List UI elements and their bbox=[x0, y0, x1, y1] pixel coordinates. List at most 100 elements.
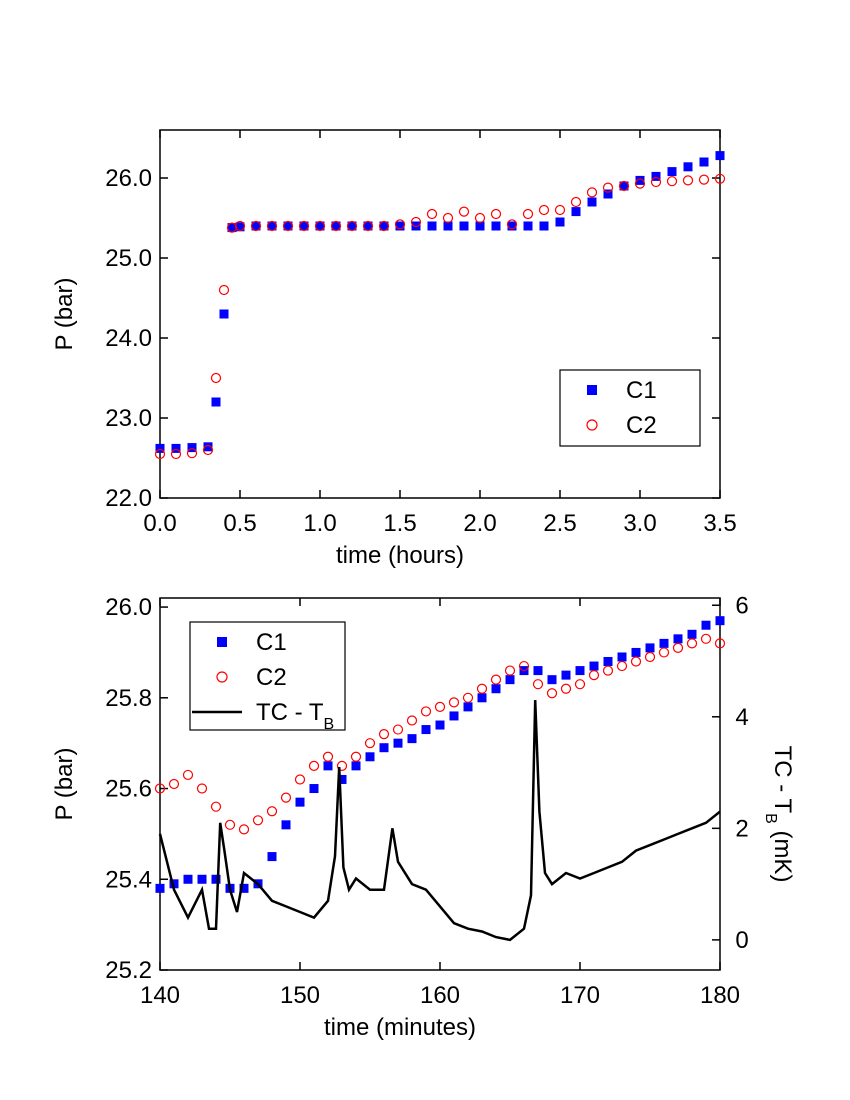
circle-marker bbox=[210, 372, 222, 384]
circle-marker bbox=[394, 219, 406, 230]
circle-marker bbox=[476, 683, 488, 694]
circle-marker bbox=[546, 688, 558, 699]
square-marker bbox=[667, 167, 677, 177]
circle-marker bbox=[308, 760, 320, 771]
square-marker bbox=[363, 221, 373, 231]
circle-marker bbox=[634, 178, 646, 189]
square-marker bbox=[575, 666, 585, 676]
square-marker bbox=[283, 221, 293, 231]
circle-marker bbox=[586, 187, 598, 198]
square-marker bbox=[683, 162, 693, 172]
square-marker bbox=[169, 879, 179, 889]
circle-marker bbox=[490, 208, 502, 220]
square-marker bbox=[533, 666, 543, 676]
square-marker bbox=[347, 221, 357, 231]
circle-marker bbox=[700, 633, 712, 644]
legend: C1 C2 TC - TB bbox=[189, 621, 346, 733]
square-marker bbox=[443, 221, 453, 231]
circle-marker bbox=[406, 715, 418, 726]
circle-marker bbox=[442, 212, 454, 224]
circle-marker bbox=[714, 638, 726, 649]
y2-axis-label-main: TC - T bbox=[769, 746, 796, 814]
y-tick-label: 26.0 bbox=[105, 594, 152, 621]
legend-label: C1 bbox=[256, 629, 287, 656]
circle-marker bbox=[392, 724, 404, 735]
circle-marker bbox=[650, 176, 662, 188]
circle-marker bbox=[658, 647, 670, 658]
circle-marker bbox=[504, 665, 516, 676]
x-tick-label: 2.5 bbox=[543, 510, 576, 537]
square-marker bbox=[619, 181, 629, 191]
y-tick-label: 25.6 bbox=[105, 776, 152, 803]
circle-marker bbox=[506, 219, 518, 230]
y-tick-label: 24.0 bbox=[105, 325, 152, 352]
circle-marker bbox=[182, 769, 194, 781]
square-marker bbox=[315, 221, 325, 231]
circle-marker bbox=[588, 670, 600, 681]
square-marker bbox=[323, 761, 333, 771]
x-tick-label: 3.0 bbox=[623, 510, 656, 537]
circle-marker bbox=[644, 651, 656, 663]
circle-marker bbox=[362, 220, 374, 232]
square-marker bbox=[635, 175, 645, 185]
y2-tick-label: 2 bbox=[735, 815, 748, 842]
circle-marker bbox=[560, 683, 572, 694]
square-marker bbox=[617, 652, 627, 662]
circle-marker bbox=[602, 665, 614, 676]
y-tick-label: 25.0 bbox=[105, 245, 152, 272]
circle-marker bbox=[426, 208, 438, 220]
square-marker bbox=[203, 442, 213, 452]
circle-marker bbox=[250, 220, 262, 232]
circle-marker bbox=[602, 182, 614, 193]
circle-marker bbox=[218, 284, 230, 296]
square-marker bbox=[421, 725, 431, 735]
y-axis-label: P (bar) bbox=[51, 278, 78, 351]
square-marker bbox=[435, 720, 445, 730]
square-marker bbox=[187, 443, 197, 453]
circle-marker bbox=[282, 220, 294, 232]
square-marker bbox=[507, 221, 517, 231]
x-tick-label: 1.0 bbox=[303, 510, 336, 537]
y-tick-label: 26.0 bbox=[105, 165, 152, 192]
square-marker bbox=[701, 620, 711, 630]
circle-marker bbox=[538, 204, 550, 216]
square-marker bbox=[211, 874, 221, 884]
square-marker bbox=[547, 675, 557, 685]
y-tick-label: 25.4 bbox=[105, 866, 152, 893]
panel: 0.0 0.5 1.0 1.5 2.0 2.5 3.0 3.5 22.0 23.0 24.0 25.0… bbox=[51, 129, 737, 569]
y2-axis-label-sub: B bbox=[763, 813, 780, 824]
circle-marker bbox=[518, 660, 530, 672]
square-marker bbox=[561, 670, 571, 680]
square-marker bbox=[603, 657, 613, 667]
square-marker bbox=[645, 643, 655, 653]
circle-marker bbox=[630, 656, 642, 667]
circle-marker bbox=[154, 783, 166, 794]
square-marker bbox=[365, 752, 375, 762]
circle-marker bbox=[618, 180, 630, 192]
square-marker bbox=[715, 616, 725, 626]
circle-marker bbox=[350, 751, 362, 762]
square-marker bbox=[463, 702, 473, 712]
square-marker bbox=[587, 197, 597, 207]
y-tick-label: 22.0 bbox=[105, 485, 152, 512]
square-marker bbox=[699, 157, 709, 167]
circle-marker bbox=[616, 660, 628, 672]
circle-marker bbox=[474, 212, 486, 224]
square-marker bbox=[449, 711, 459, 721]
square-marker bbox=[459, 221, 469, 231]
square-marker bbox=[183, 874, 193, 884]
square-marker bbox=[651, 171, 661, 181]
square-marker bbox=[687, 629, 697, 639]
circle-marker bbox=[210, 801, 222, 812]
circle-marker bbox=[234, 220, 246, 232]
square-marker bbox=[281, 820, 291, 830]
circle-marker bbox=[266, 806, 278, 817]
circle-marker bbox=[336, 760, 348, 771]
y2-tick-label: 4 bbox=[735, 704, 748, 731]
y2-tick-label: 0 bbox=[735, 927, 748, 954]
square-marker bbox=[395, 221, 405, 231]
y-tick-label: 25.2 bbox=[105, 957, 152, 984]
plot-frame bbox=[159, 129, 721, 499]
circle-marker bbox=[378, 220, 390, 232]
